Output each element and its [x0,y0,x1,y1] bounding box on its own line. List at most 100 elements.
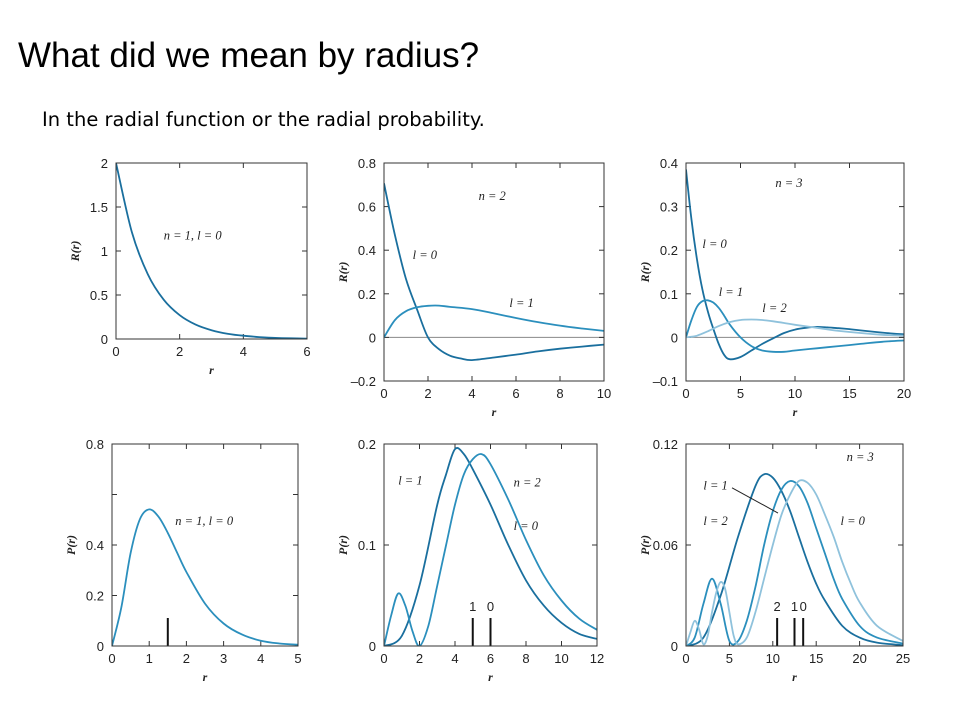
plot-frame [111,443,299,647]
y-tick-label: 0.2 [358,437,376,452]
curve-annotation: n = 1, l = 0 [164,229,223,243]
x-tick-label: 0 [380,651,387,666]
curve-annotation: n = 1, l = 0 [175,514,234,528]
x-tick-label: 2 [416,651,423,666]
y-tick-label: 0 [101,332,108,347]
y-tick-label: 0.1 [660,287,678,302]
y-tick-label: 0.8 [358,156,376,171]
plot-frame [685,443,904,647]
chart-panel-3: 0 5 10 15 20 –0.1 0 0.1 0.2 0.3 0.4 n = 3 l = 0 l = 1… [638,156,911,419]
x-tick-label: 20 [897,386,911,401]
series-line-1 [686,472,903,646]
y-tick-label: 0.2 [358,287,376,302]
x-tick-label: 4 [257,651,264,666]
x-tick-label: 10 [554,651,568,666]
y-axis-label: P(r) [638,535,652,555]
x-axis-label: r [492,405,497,419]
series-line-1 [116,163,307,339]
series-line-1 [686,169,904,361]
annotation-pointer [731,487,779,514]
x-tick-label: 2 [176,344,183,359]
curve-annotation: l = 0 [413,248,438,262]
y-tick-label: 0.06 [653,538,678,553]
y-tick-label: 0.4 [358,243,376,258]
y-tick-label: 1.5 [90,200,108,215]
slide-title: What did we mean by radius? [18,36,480,75]
y-tick-label: 0.5 [90,288,108,303]
y-axis-label: P(r) [64,535,78,555]
x-tick-label: 2 [183,651,190,666]
y-tick-label: –0.1 [653,374,678,389]
x-tick-label: 15 [842,386,856,401]
y-tick-label: 0.12 [653,437,678,452]
y-tick-label: 0.4 [660,156,678,171]
y-tick-label: 0 [369,639,376,654]
x-tick-label: 4 [451,651,458,666]
plot-frame [383,443,598,647]
x-tick-label: 15 [809,651,823,666]
series-line-2 [686,299,904,353]
x-tick-label: 5 [294,651,301,666]
y-tick-label: –0.2 [351,374,376,389]
x-tick-label: 10 [597,386,611,401]
x-tick-label: 2 [424,386,431,401]
x-axis-label: r [793,405,798,419]
x-tick-label: 25 [896,651,910,666]
curve-annotation: l = 2 [762,301,786,315]
x-tick-label: 6 [303,344,310,359]
y-tick-label: 0.2 [86,589,104,604]
curve-annotation: l = 1 [509,296,533,310]
x-tick-label: 4 [240,344,247,359]
x-tick-label: 20 [852,651,866,666]
mean-radius-marker-label: 1 [469,599,476,614]
x-tick-label: 8 [556,386,563,401]
x-axis-label: r [203,670,208,684]
x-tick-label: 6 [512,386,519,401]
x-tick-label: 0 [380,386,387,401]
chart-panel-2: 0 2 4 6 8 10 –0.2 0 0.2 0.4 0.6 0.8 n = 2 l = 0 l = 1 r… [336,156,611,419]
plot-frame [685,162,905,382]
chart-panel-1: 0 2 4 6 0 0.5 1 1.5 2 n = 1, l = 0 r R(r) [68,156,311,377]
curve-annotation: l = 1 [703,478,727,492]
y-tick-label: 0 [369,330,376,345]
series-line-2 [384,453,597,646]
y-axis-label: P(r) [336,535,350,555]
y-tick-label: 1 [101,244,108,259]
mean-radius-marker-label: 2 [774,599,781,614]
y-tick-label: 0 [97,639,104,654]
chart-panel-4: 0 1 2 3 4 5 0 0.2 0.4 0.8 n = 1, l = 0 r P(r) [64,437,302,684]
x-tick-label: 5 [737,386,744,401]
y-tick-label: 0 [671,639,678,654]
x-tick-label: 10 [766,651,780,666]
x-tick-label: 3 [220,651,227,666]
curve-annotation: l = 1 [398,473,422,487]
y-tick-label: 0.6 [358,200,376,215]
y-tick-label: 0.4 [86,538,104,553]
x-tick-label: 6 [487,651,494,666]
series-line-2 [384,304,604,338]
y-tick-label: 0.3 [660,200,678,215]
curve-annotation: n = 2 [479,189,506,203]
series-line-3 [686,318,904,339]
x-tick-label: 10 [788,386,802,401]
y-tick-label: 0 [671,330,678,345]
curve-annotation: l = 1 [719,285,743,299]
x-tick-label: 12 [590,651,604,666]
x-tick-label: 0 [682,386,689,401]
series-line-1 [112,508,298,646]
x-axis-label: r [209,363,214,377]
slide-subtitle: In the radial function or the radial pro… [42,108,485,131]
y-tick-label: 0.8 [86,437,104,452]
curve-annotation: n = 3 [847,450,874,464]
x-tick-label: 0 [108,651,115,666]
curve-annotation: l = 0 [702,237,727,251]
x-tick-label: 5 [726,651,733,666]
curve-annotation: l = 2 [703,514,727,528]
curve-annotation: n = 2 [514,475,541,489]
curve-annotation: l = 0 [841,514,866,528]
x-tick-label: 1 [146,651,153,666]
curve-annotation: l = 0 [514,519,539,533]
x-tick-label: 4 [468,386,475,401]
